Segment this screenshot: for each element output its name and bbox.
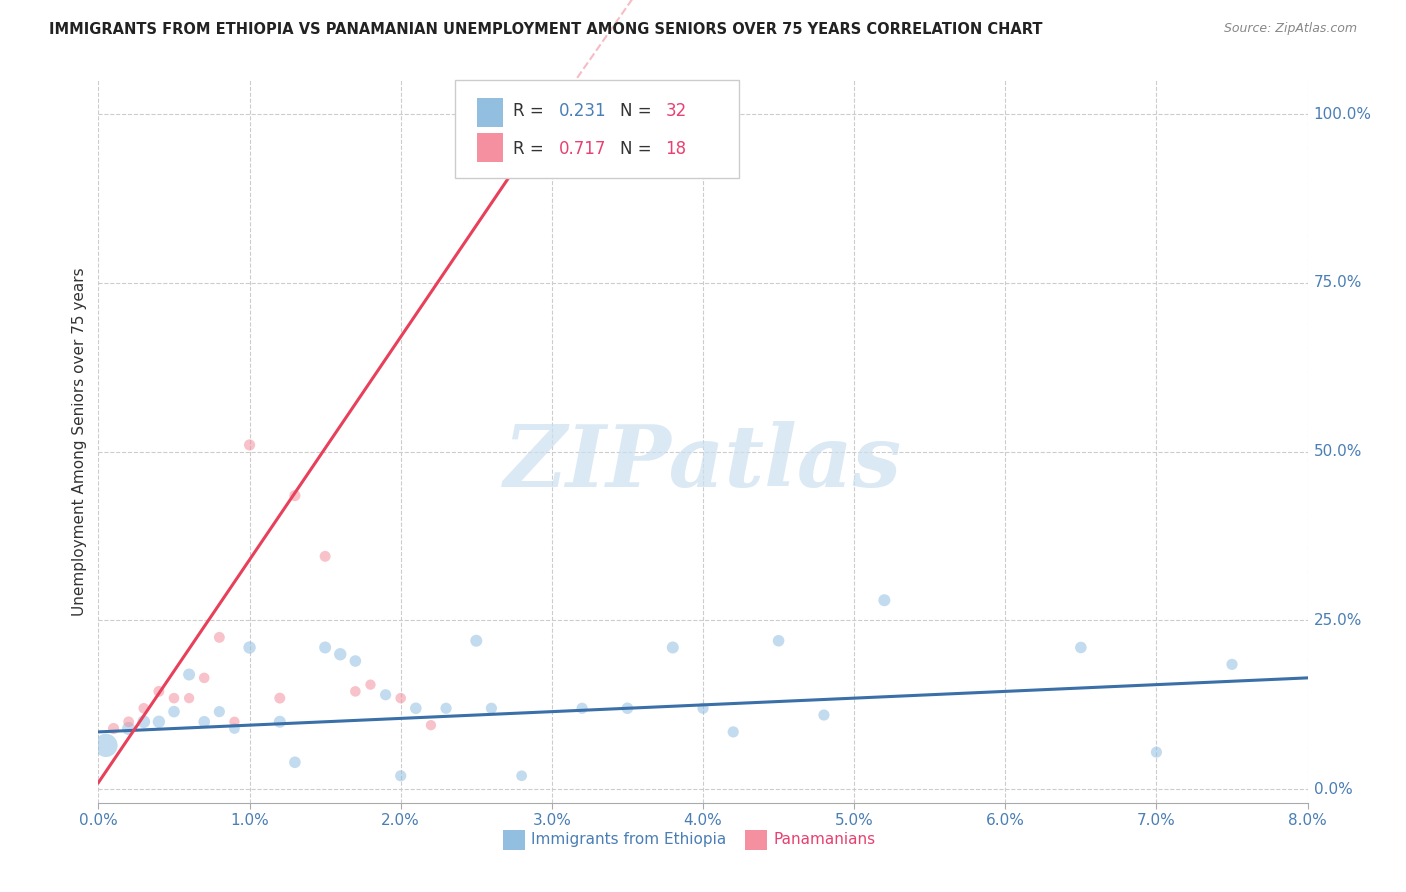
Point	[510, 769, 533, 783]
Point	[208, 631, 231, 645]
Text: 0.231: 0.231	[560, 103, 607, 120]
Point	[465, 633, 488, 648]
FancyBboxPatch shape	[456, 80, 740, 178]
Point	[193, 671, 215, 685]
Point	[284, 756, 307, 770]
Text: Immigrants from Ethiopia: Immigrants from Ethiopia	[531, 832, 727, 847]
Point	[193, 714, 215, 729]
Point	[571, 701, 593, 715]
Point	[723, 725, 745, 739]
FancyBboxPatch shape	[477, 133, 503, 162]
Point	[360, 678, 382, 692]
Point	[239, 438, 262, 452]
Point	[813, 708, 835, 723]
Text: 0.717: 0.717	[560, 140, 606, 158]
Text: 18: 18	[665, 140, 686, 158]
Point	[434, 701, 457, 715]
Point	[873, 593, 896, 607]
Text: 100.0%: 100.0%	[1313, 106, 1372, 121]
Point	[103, 722, 125, 736]
Text: R =: R =	[513, 140, 550, 158]
Text: 75.0%: 75.0%	[1313, 276, 1362, 291]
Point	[269, 714, 291, 729]
Text: N =: N =	[620, 103, 657, 120]
Point	[314, 640, 336, 655]
Point	[481, 701, 503, 715]
Point	[389, 691, 412, 706]
Text: N =: N =	[620, 140, 657, 158]
Text: R =: R =	[513, 103, 550, 120]
Point	[420, 718, 443, 732]
Point	[405, 701, 427, 715]
Point	[314, 549, 336, 564]
Point	[132, 714, 155, 729]
Point	[118, 714, 141, 729]
Point	[148, 684, 170, 698]
Point	[768, 633, 790, 648]
Point	[1220, 657, 1243, 672]
Text: IMMIGRANTS FROM ETHIOPIA VS PANAMANIAN UNEMPLOYMENT AMONG SENIORS OVER 75 YEARS : IMMIGRANTS FROM ETHIOPIA VS PANAMANIAN U…	[49, 22, 1043, 37]
Text: Panamanians: Panamanians	[773, 832, 876, 847]
Text: 50.0%: 50.0%	[1313, 444, 1362, 459]
Point	[179, 667, 201, 681]
Point	[374, 688, 396, 702]
Point	[179, 691, 201, 706]
Point	[239, 640, 262, 655]
FancyBboxPatch shape	[745, 830, 768, 850]
Point	[94, 739, 117, 753]
Point	[344, 654, 367, 668]
Point	[148, 714, 170, 729]
Text: 0.0%: 0.0%	[1313, 781, 1353, 797]
Point	[692, 701, 714, 715]
Point	[661, 640, 683, 655]
FancyBboxPatch shape	[503, 830, 526, 850]
Point	[616, 701, 638, 715]
Point	[284, 489, 307, 503]
Text: ZIPatlas: ZIPatlas	[503, 421, 903, 505]
Point	[540, 124, 562, 138]
Text: Source: ZipAtlas.com: Source: ZipAtlas.com	[1223, 22, 1357, 36]
Point	[118, 722, 141, 736]
Point	[389, 769, 412, 783]
Point	[329, 647, 352, 661]
Point	[163, 705, 186, 719]
Point	[208, 705, 231, 719]
Point	[132, 701, 155, 715]
Point	[1146, 745, 1168, 759]
Point	[224, 714, 246, 729]
FancyBboxPatch shape	[477, 98, 503, 128]
Point	[224, 722, 246, 736]
Point	[1070, 640, 1092, 655]
Point	[269, 691, 291, 706]
Point	[344, 684, 367, 698]
Text: 25.0%: 25.0%	[1313, 613, 1362, 628]
Point	[163, 691, 186, 706]
Text: 32: 32	[665, 103, 686, 120]
Y-axis label: Unemployment Among Seniors over 75 years: Unemployment Among Seniors over 75 years	[72, 268, 87, 615]
